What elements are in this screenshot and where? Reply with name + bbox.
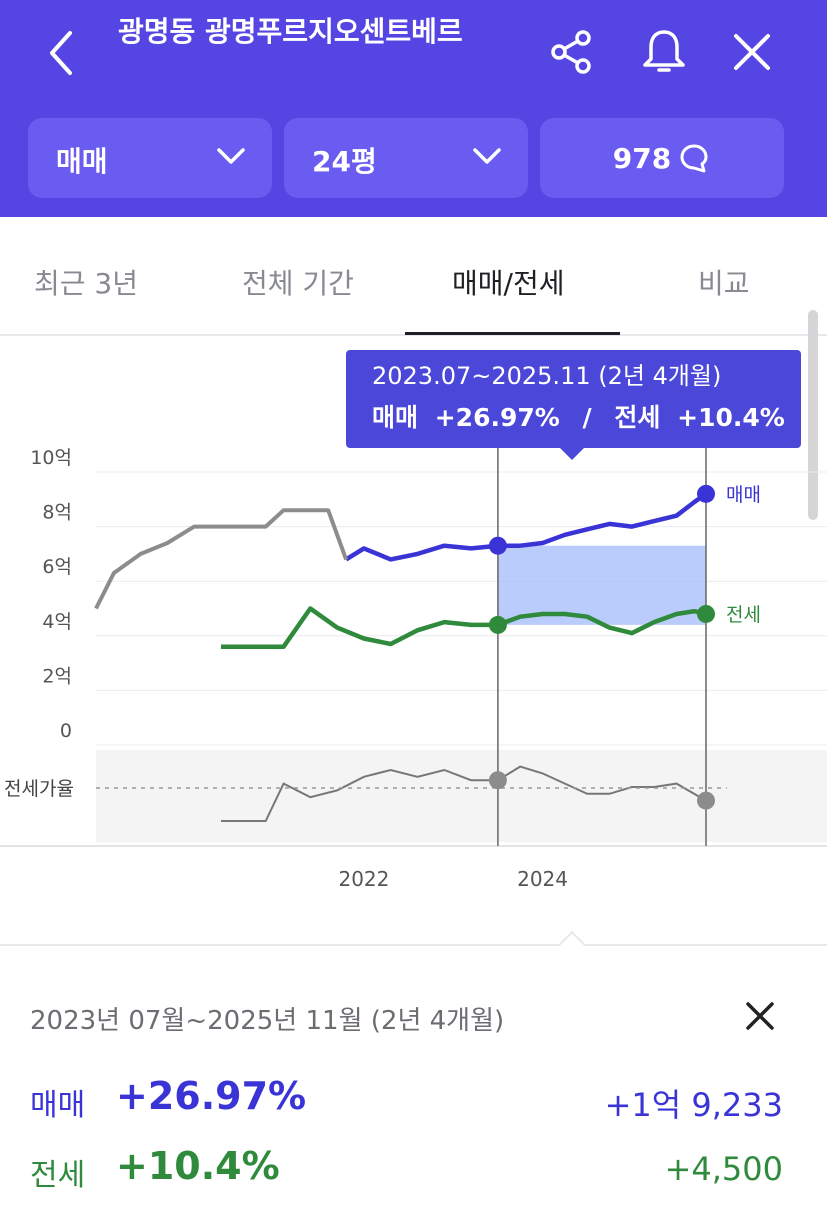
tab-recent-3y[interactable]: 최근 3년 bbox=[34, 267, 138, 300]
comment-count: 978 bbox=[612, 141, 672, 175]
share-button[interactable] bbox=[545, 26, 597, 78]
series-end-label: 전세 bbox=[726, 604, 761, 626]
y-tick-label: 6억 bbox=[42, 556, 72, 578]
series-point bbox=[697, 484, 715, 503]
y-tick-label: 8억 bbox=[42, 502, 72, 524]
summary-sale-pct: +26.97% bbox=[116, 1074, 307, 1118]
series-end-label: 매매 bbox=[726, 484, 761, 506]
close-icon bbox=[746, 1002, 774, 1030]
deal-type-select[interactable]: 매매 bbox=[28, 118, 272, 198]
tooltip-sale-pct: +26.97% bbox=[435, 403, 560, 432]
tab-compare[interactable]: 비교 bbox=[698, 267, 750, 300]
series-point bbox=[488, 615, 507, 634]
series-point bbox=[488, 536, 507, 555]
area-select[interactable]: 24평 bbox=[284, 118, 528, 198]
bell-icon bbox=[643, 30, 685, 72]
summary-sale-label: 매매 bbox=[30, 1088, 86, 1123]
share-icon bbox=[551, 30, 591, 74]
scrollbar[interactable] bbox=[808, 310, 818, 520]
area-value: 24평 bbox=[312, 145, 377, 178]
summary-close-button[interactable] bbox=[740, 996, 780, 1036]
tooltip-jeonse-pct: +10.4% bbox=[677, 403, 785, 432]
comments-button[interactable]: 978 bbox=[540, 118, 784, 198]
y-tick-label: 0 bbox=[60, 720, 72, 742]
svg-text:매매 +26.97% /: 매매 +26.97% / 전세 +10.4% bbox=[372, 403, 785, 432]
ratio-point bbox=[488, 771, 507, 790]
series-line-0 bbox=[344, 491, 708, 562]
summary-jeonse-amount: +4,500 bbox=[664, 1150, 783, 1188]
tab-all-period[interactable]: 전체 기간 bbox=[242, 267, 354, 300]
y-tick-label: 10억 bbox=[30, 447, 72, 469]
period-tabs: 최근 3년 전체 기간 매매/전세 비교 bbox=[0, 232, 827, 336]
comment-icon bbox=[680, 144, 708, 173]
tab-sale-jeonse[interactable]: 매매/전세 bbox=[452, 267, 565, 300]
section-divider bbox=[0, 944, 827, 946]
summary-jeonse-pct: +10.4% bbox=[116, 1144, 280, 1188]
selection-area bbox=[497, 545, 706, 625]
tooltip-separator: / bbox=[583, 403, 593, 432]
tooltip-range: 2023.07~2025.11 (2년 4개월) bbox=[372, 362, 721, 390]
summary-sale-amount: +1억 9,233 bbox=[604, 1086, 783, 1124]
series-line-1 bbox=[221, 606, 707, 649]
ratio-band-background bbox=[96, 750, 827, 842]
ratio-point bbox=[697, 791, 715, 810]
notification-button[interactable] bbox=[638, 26, 690, 78]
deal-type-value: 매매 bbox=[56, 145, 108, 178]
y-tick-label: 4억 bbox=[42, 611, 72, 633]
back-arrow-icon bbox=[50, 31, 72, 75]
series-point bbox=[697, 604, 715, 623]
summary-range: 2023년 07월~2025년 11월 (2년 4개월) bbox=[30, 1006, 505, 1036]
summary-jeonse-label: 전세 bbox=[30, 1158, 86, 1193]
tooltip-sale-label: 매매 bbox=[372, 403, 418, 432]
summary-notch bbox=[557, 930, 587, 960]
chevron-down-icon bbox=[217, 148, 245, 164]
active-tab-indicator bbox=[405, 332, 620, 335]
page-title: 광명동 광명푸르지오센트베르 bbox=[118, 15, 463, 48]
selection-tooltip: 2023.07~2025.11 (2년 4개월) 매매 +26.97% / 전세… bbox=[346, 350, 801, 460]
series-line-2 bbox=[94, 508, 348, 610]
tooltip-jeonse-label: 전세 bbox=[614, 403, 660, 432]
app-header: 광명동 광명푸르지오센트베르 매매 24평 978 bbox=[0, 0, 827, 217]
chevron-down-icon bbox=[473, 148, 501, 164]
close-button[interactable] bbox=[726, 26, 778, 78]
x-tick-label: 2024 bbox=[517, 867, 568, 891]
ratio-label: 전세가율 bbox=[4, 778, 74, 800]
x-tick-label: 2022 bbox=[338, 867, 389, 891]
y-tick-label: 2억 bbox=[42, 665, 72, 687]
back-button[interactable] bbox=[36, 26, 86, 80]
close-icon bbox=[734, 34, 770, 70]
